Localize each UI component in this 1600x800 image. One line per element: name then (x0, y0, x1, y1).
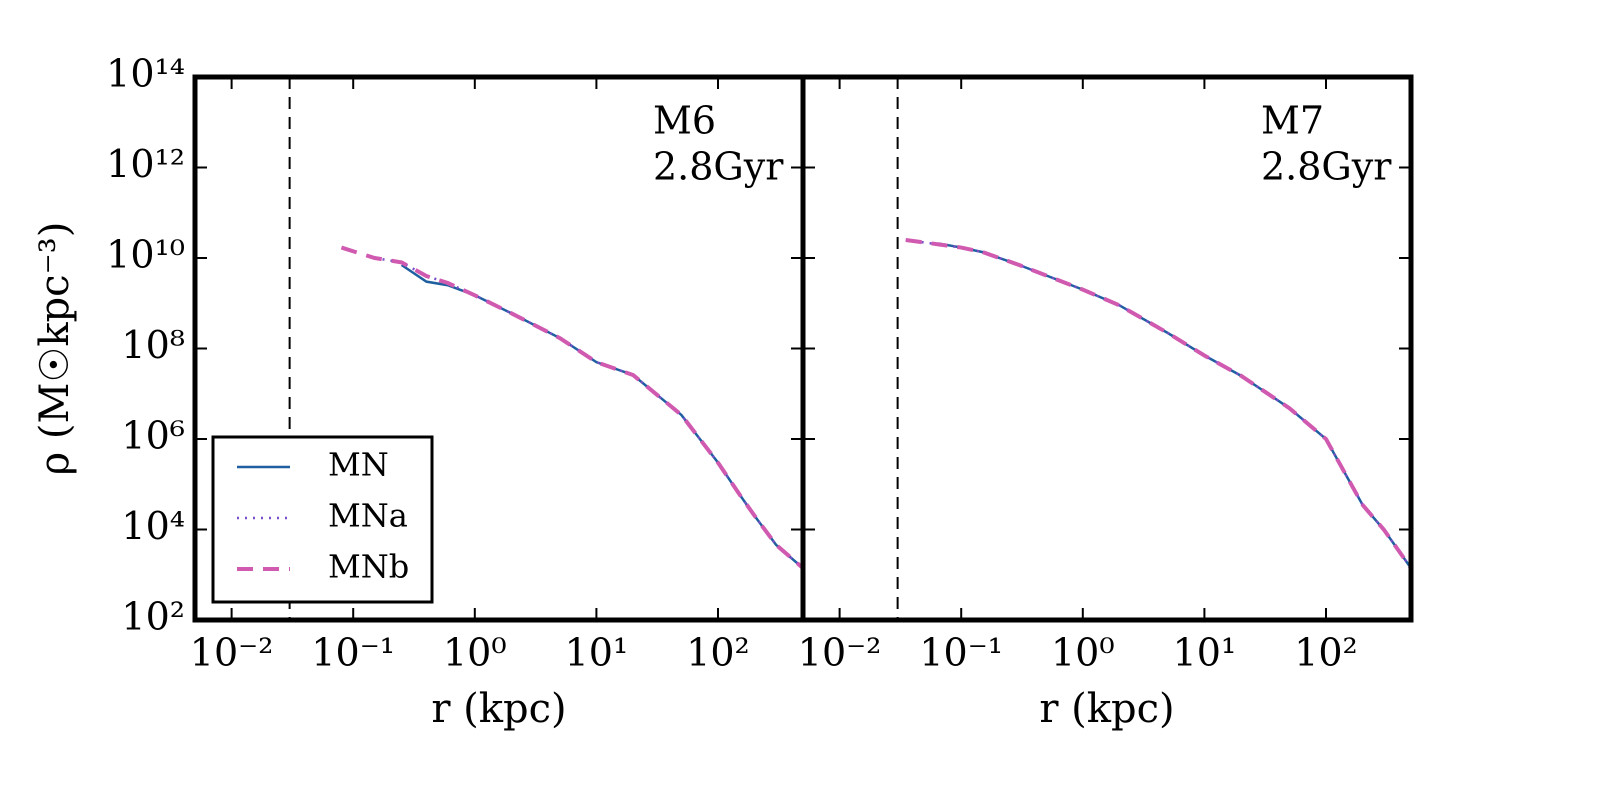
data-line (374, 256, 803, 570)
y-tick-label: 10¹⁴ (106, 52, 185, 96)
x-tick-label: 10² (686, 631, 750, 675)
legend-label: MN (328, 446, 389, 484)
y-tick-label: 10⁶ (121, 414, 185, 458)
x-tick-label: 10⁰ (1051, 631, 1115, 675)
y-tick-label: 10⁴ (121, 504, 185, 548)
legend: MN MNa MNb (211, 435, 434, 604)
series-group (905, 238, 1411, 570)
y-tick-label: 10⁸ (121, 323, 185, 367)
panel: 10⁻² 10⁻¹ 10⁰ 10¹ 10² M72.8Gyr r (kpc) (798, 74, 1414, 732)
x-tick-label: 10² (1294, 631, 1358, 675)
y-tick-label: 10¹² (106, 142, 185, 186)
x-tick-label: 10⁻² (798, 631, 882, 675)
series-group (340, 245, 803, 570)
y-tick-label: 10² (121, 595, 185, 639)
x-tick-label: 10⁻¹ (919, 631, 1003, 675)
y-tick-label: 10¹⁰ (106, 233, 185, 277)
x-axis-label: r (kpc) (1039, 686, 1174, 732)
plot-frame (800, 74, 1414, 623)
panel: 10⁻² 10⁻¹ 10⁰ 10¹ 10² 10² 10⁴ 10⁶ 10⁸ 10¹⁰ 10¹² 10¹… (32, 52, 806, 732)
x-tick-label: 10⁻¹ (311, 631, 395, 675)
x-tick-label: 10¹ (565, 631, 629, 675)
annotation: 2.8Gyr (1261, 145, 1392, 189)
data-line (340, 245, 803, 570)
x-axis-label: r (kpc) (431, 686, 566, 732)
x-tick-label: 10⁰ (443, 631, 507, 675)
legend-box (211, 435, 434, 604)
x-tick-label: 10⁻² (190, 631, 274, 675)
data-line (400, 263, 803, 570)
annotation: M6 (653, 99, 716, 143)
legend-label: MNb (328, 548, 409, 586)
legend-label: MNa (328, 497, 408, 535)
data-line (905, 238, 1411, 569)
data-line (938, 242, 1411, 569)
annotation: 2.8Gyr (653, 145, 784, 189)
data-line (905, 238, 1411, 570)
y-axis-label: ρ (M☉kpc⁻³) (32, 222, 78, 476)
x-tick-label: 10¹ (1173, 631, 1237, 675)
annotation: M7 (1261, 99, 1324, 143)
